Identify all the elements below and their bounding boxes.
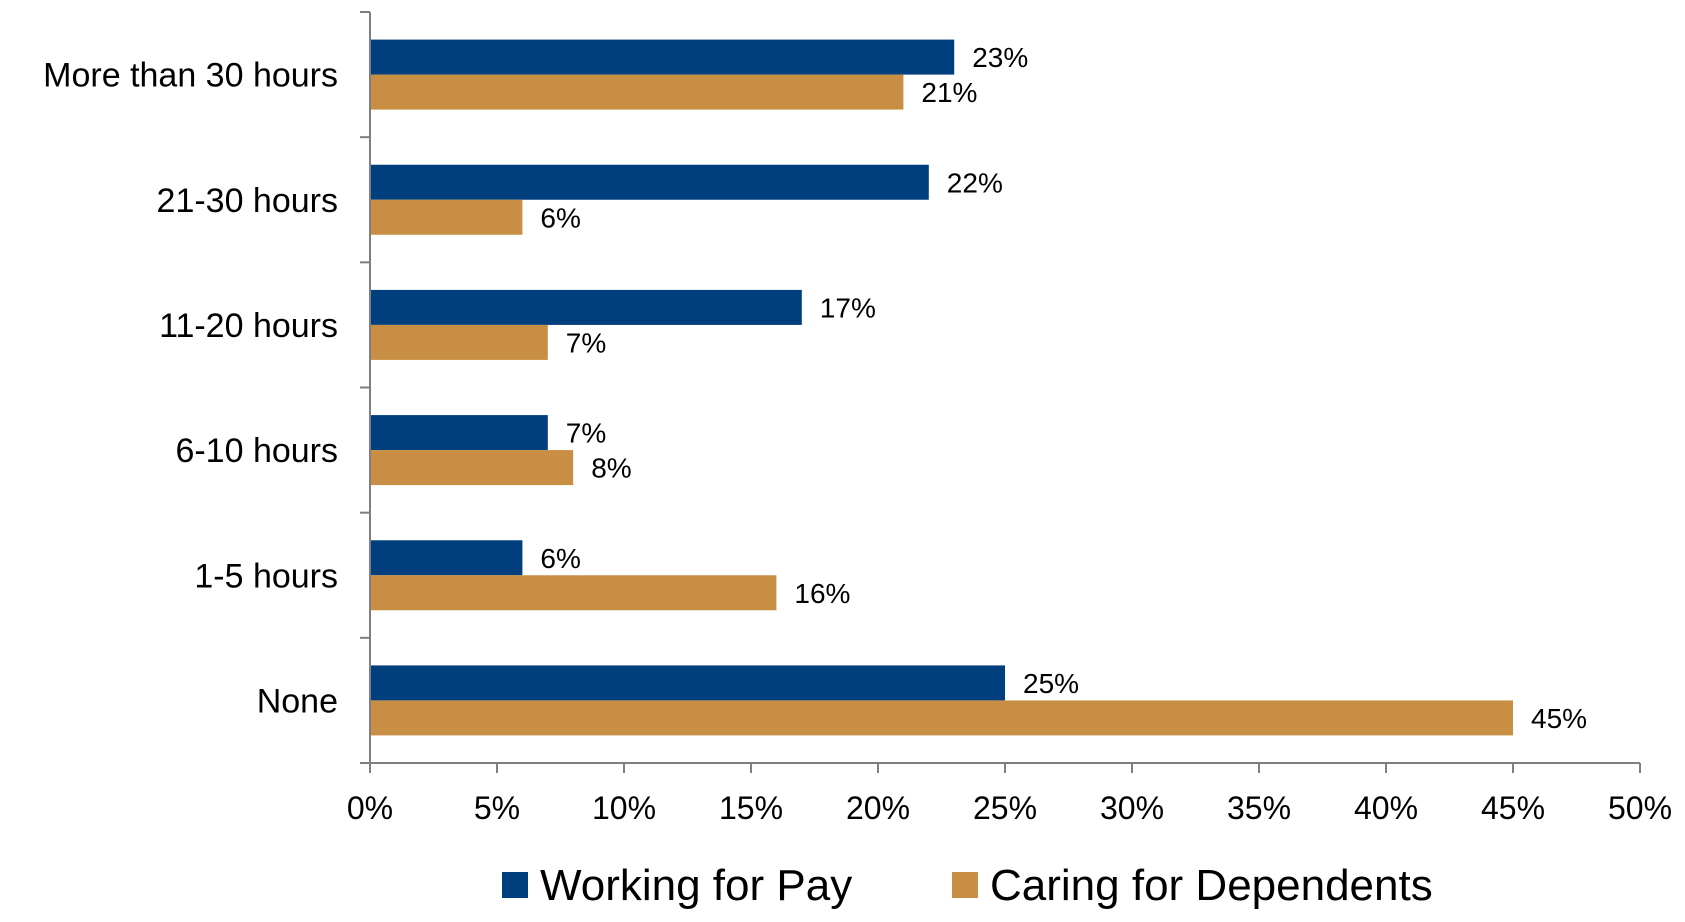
bar-caring-for-dependents-6-10-hours <box>370 450 574 486</box>
category-label-1-5-hours: 1-5 hours <box>194 557 338 595</box>
data-label-working-for-pay-more-than-30-hours: 23% <box>972 42 1028 73</box>
legend-swatch-working-for-pay <box>502 872 528 898</box>
x-tick-label-20: 20% <box>846 790 910 826</box>
data-label-caring-for-dependents-11-20-hours: 7% <box>566 327 606 358</box>
data-label-working-for-pay-none: 25% <box>1023 668 1079 699</box>
data-labels-group: 23% 21% 22% 6% 17% 7% 7% 8% 6% 16% 25% 45% <box>540 42 1587 734</box>
data-label-working-for-pay-6-10-hours: 7% <box>566 418 606 449</box>
x-tick-label-10: 10% <box>592 790 656 826</box>
x-tick-label-5: 5% <box>474 790 520 826</box>
x-tick-label-15: 15% <box>719 790 783 826</box>
x-tick-label-40: 40% <box>1354 790 1418 826</box>
category-label-21-30-hours: 21-30 hours <box>157 182 338 220</box>
data-label-caring-for-dependents-1-5-hours: 16% <box>794 578 850 609</box>
legend-swatch-caring-for-dependents <box>952 872 978 898</box>
x-tick-label-30: 30% <box>1100 790 1164 826</box>
category-label-none: None <box>257 682 338 720</box>
bar-caring-for-dependents-none <box>370 700 1513 736</box>
x-tick-label-35: 35% <box>1227 790 1291 826</box>
legend-label-working-for-pay: Working for Pay <box>540 861 852 910</box>
data-label-caring-for-dependents-none: 45% <box>1531 703 1587 734</box>
bar-caring-for-dependents-11-20-hours <box>370 324 548 360</box>
x-tick-label-45: 45% <box>1481 790 1545 826</box>
data-label-working-for-pay-21-30-hours: 22% <box>947 167 1003 198</box>
data-label-working-for-pay-11-20-hours: 17% <box>820 292 876 323</box>
bar-working-for-pay-more-than-30-hours <box>370 39 955 75</box>
category-label-11-20-hours: 11-20 hours <box>159 307 338 345</box>
axes-group <box>360 11 1641 773</box>
data-label-caring-for-dependents-6-10-hours: 8% <box>591 453 631 484</box>
legend: Working for Pay Caring for Dependents <box>502 861 1433 910</box>
legend-label-caring-for-dependents: Caring for Dependents <box>990 861 1433 910</box>
bar-working-for-pay-6-10-hours <box>370 415 548 451</box>
bar-caring-for-dependents-1-5-hours <box>370 575 777 611</box>
data-label-caring-for-dependents-more-than-30-hours: 21% <box>921 77 977 108</box>
tick-labels-group: 0% 5% 10% 15% 20% 25% 30% 35% 40% 45% 50% <box>347 790 1672 826</box>
data-label-working-for-pay-1-5-hours: 6% <box>540 543 580 574</box>
data-label-caring-for-dependents-21-30-hours: 6% <box>540 202 580 233</box>
category-labels-group: More than 30 hours 21-30 hours 11-20 hours… <box>43 57 338 721</box>
bars-group <box>370 39 1513 736</box>
bar-caring-for-dependents-more-than-30-hours <box>370 74 904 110</box>
bar-working-for-pay-11-20-hours <box>370 289 802 325</box>
bar-working-for-pay-21-30-hours <box>370 164 929 200</box>
bar-working-for-pay-none <box>370 665 1005 701</box>
x-tick-label-0: 0% <box>347 790 393 826</box>
category-label-6-10-hours: 6-10 hours <box>175 432 338 470</box>
bar-caring-for-dependents-21-30-hours <box>370 199 523 235</box>
bar-working-for-pay-1-5-hours <box>370 540 523 576</box>
x-tick-label-50: 50% <box>1608 790 1672 826</box>
category-label-more-than-30-hours: More than 30 hours <box>43 57 338 95</box>
x-tick-label-25: 25% <box>973 790 1037 826</box>
